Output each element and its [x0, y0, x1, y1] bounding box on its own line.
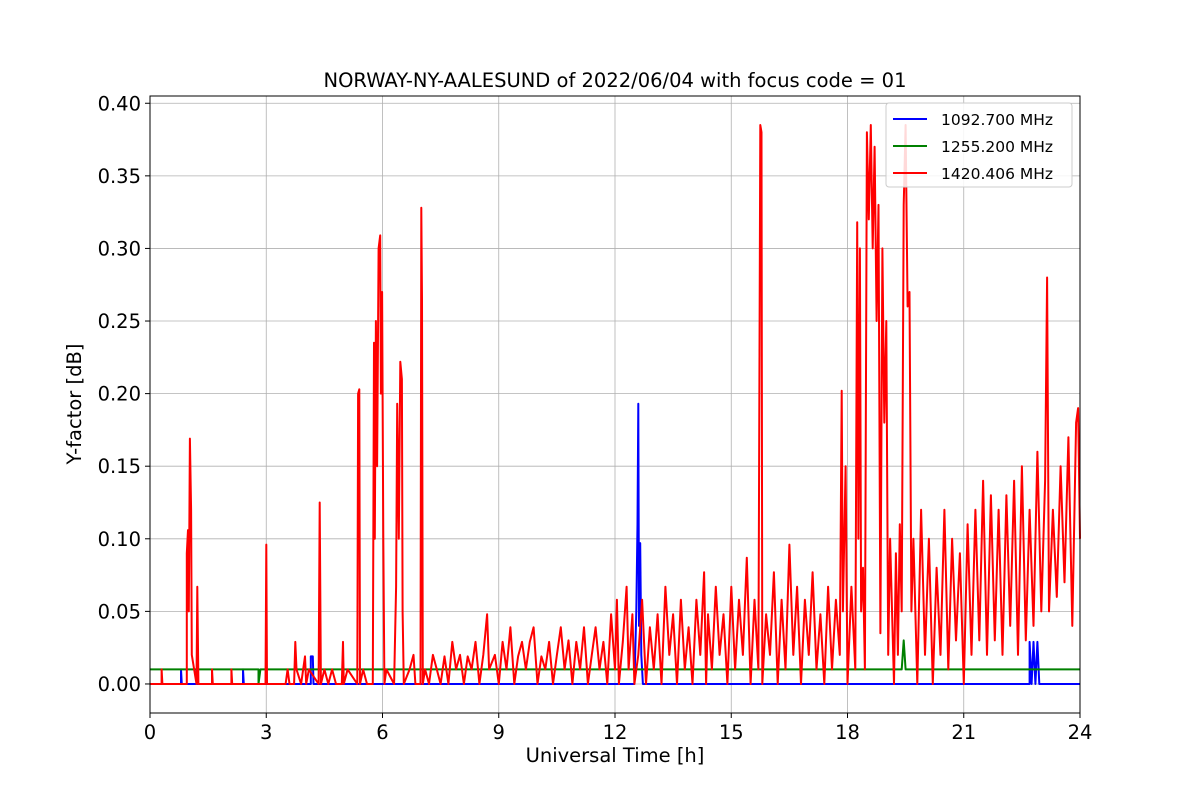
y-axis-label: Y-factor [dB]	[63, 344, 86, 466]
chart-title: NORWAY-NY-AALESUND of 2022/06/04 with fo…	[324, 69, 907, 92]
x-tick-label: 24	[1068, 721, 1093, 744]
legend-label-3: 1420.406 MHz	[941, 165, 1053, 183]
x-tick-label: 18	[835, 721, 860, 744]
y-tick-label: 0.10	[98, 528, 141, 551]
legend: 1092.700 MHz 1255.200 MHz 1420.406 MHz	[885, 102, 1073, 188]
x-tick-label: 12	[603, 721, 628, 744]
legend-label-2: 1255.200 MHz	[941, 138, 1053, 156]
y-tick-label: 0.15	[98, 455, 141, 478]
x-tick-label: 6	[376, 721, 388, 744]
y-tick-label: 0.25	[98, 310, 141, 333]
series-line-3	[150, 124, 1081, 685]
y-tick-label: 0.00	[98, 673, 141, 696]
y-tick-label: 0.40	[98, 92, 141, 115]
x-tick-label: 3	[260, 721, 272, 744]
y-tick-label: 0.05	[98, 600, 141, 623]
x-tick-label: 0	[144, 721, 156, 744]
legend-box	[885, 102, 1073, 188]
legend-label-1: 1092.700 MHz	[941, 111, 1053, 129]
series-lines	[150, 124, 1081, 685]
y-tick-label: 0.20	[98, 383, 141, 406]
x-axis-label: Universal Time [h]	[526, 744, 705, 767]
y-tick-label: 0.30	[98, 237, 141, 260]
axis-ticks: 0 3 6 9 12 15 18 21 24 0.00 0.05 0.10 0.15 0.20 0.25 0.…	[98, 92, 1093, 744]
legend-items: 1092.700 MHz 1255.200 MHz 1420.406 MHz	[893, 111, 1053, 183]
x-tick-label: 9	[493, 721, 505, 744]
y-tick-label: 0.35	[98, 165, 141, 188]
x-tick-label: 15	[719, 721, 744, 744]
x-tick-label: 21	[951, 721, 976, 744]
